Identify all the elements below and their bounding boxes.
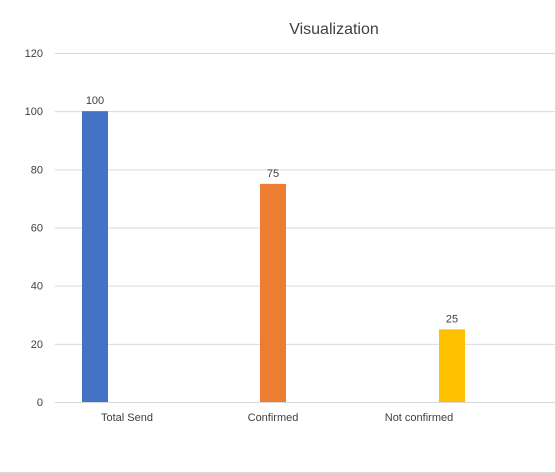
bar-total-send [82, 111, 108, 403]
data-label: 25 [446, 313, 458, 325]
gridlines [55, 53, 556, 403]
bar-confirmed [260, 183, 286, 402]
x-axis-ticks: Total Send Confirmed Not confirmed [101, 412, 453, 424]
y-tick-label: 80 [31, 164, 43, 176]
y-axis-ticks: 0 20 40 60 80 100 120 [25, 48, 43, 409]
data-label: 100 [86, 95, 104, 107]
bars [82, 111, 465, 403]
data-label: 75 [267, 168, 279, 180]
y-tick-label: 20 [31, 339, 43, 351]
y-tick-label: 40 [31, 281, 43, 293]
x-tick-label: Confirmed [248, 412, 299, 424]
x-tick-label: Not confirmed [385, 412, 453, 424]
y-tick-label: 0 [37, 397, 43, 409]
y-tick-label: 100 [25, 106, 43, 118]
chart-title: Visualization [289, 21, 379, 38]
bar-not-confirmed [439, 329, 465, 402]
x-tick-label: Total Send [101, 412, 153, 424]
y-tick-label: 60 [31, 223, 43, 235]
data-labels: 100 75 25 [86, 95, 458, 325]
y-tick-label: 120 [25, 48, 43, 60]
